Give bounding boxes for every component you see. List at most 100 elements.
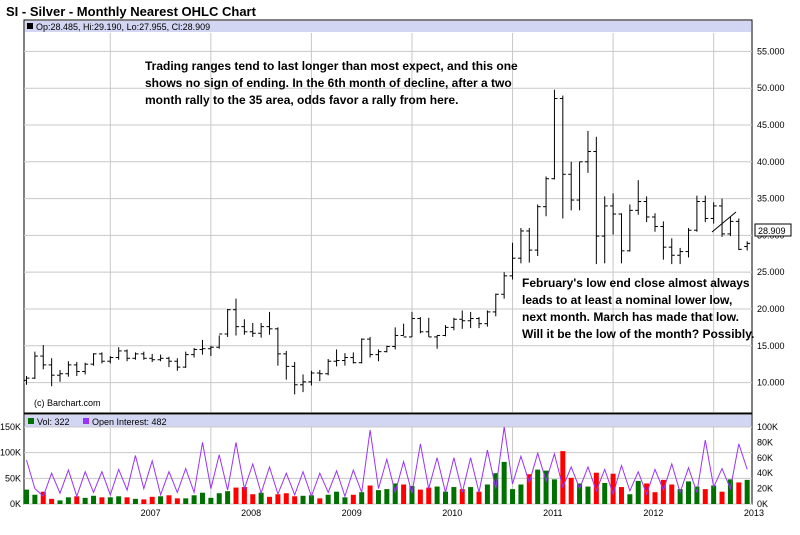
price-gridlines xyxy=(24,33,752,412)
price-tick-label: 20.000 xyxy=(757,304,785,314)
ohlc-bar xyxy=(241,319,248,335)
volume-bar xyxy=(158,496,164,504)
ohlc-bar xyxy=(258,322,265,338)
annotation-top-line: shows no sign of ending. In the 6th mont… xyxy=(145,76,512,90)
ohlc-bar xyxy=(702,195,709,223)
ohlc-bar xyxy=(140,351,147,360)
ohlc-bar xyxy=(576,161,583,211)
volume-bar xyxy=(267,496,273,504)
volume-bar xyxy=(677,489,683,504)
volume-bar xyxy=(551,479,557,504)
ohlc-bar xyxy=(534,204,541,256)
volume-bar xyxy=(124,497,130,504)
annotation-right-line: leads to at least a nominal lower low, xyxy=(522,293,733,307)
volume-bar xyxy=(216,493,222,504)
volume-bar xyxy=(57,500,63,504)
volume-bar xyxy=(652,492,658,504)
ohlc-bar xyxy=(199,339,206,355)
price-tick-label: 10.000 xyxy=(757,378,785,388)
ohlc-bar xyxy=(82,362,89,375)
ohlc-bar xyxy=(459,310,466,329)
volume-bar xyxy=(300,495,306,504)
ohlc-bar xyxy=(425,317,432,338)
volume-bar xyxy=(568,477,574,504)
volume-bar xyxy=(736,482,742,504)
volume-bar xyxy=(426,487,432,504)
ohlc-bar xyxy=(668,238,675,265)
ohlc-bar xyxy=(484,310,491,327)
price-tick-label: 45.000 xyxy=(757,120,785,130)
ohlc-bar xyxy=(610,193,617,235)
volume-bar xyxy=(510,489,516,504)
ohlc-bar xyxy=(300,374,307,393)
price-tick-label: 40.000 xyxy=(757,157,785,167)
ohlc-bar xyxy=(526,228,533,263)
volume-bar xyxy=(359,492,365,504)
volume-bar xyxy=(660,479,666,504)
ohlc-bar xyxy=(584,130,591,173)
volume-bar xyxy=(610,473,616,504)
volume-bar xyxy=(107,497,113,504)
price-panel-frame xyxy=(23,19,753,414)
ohlc-bar xyxy=(191,347,198,358)
volume-right-tick-label: 40K xyxy=(757,468,773,478)
volume-bar xyxy=(225,491,231,504)
volume-bar xyxy=(543,470,549,504)
volume-bar xyxy=(350,494,356,504)
ohlc-bar xyxy=(559,95,566,219)
volume-bar xyxy=(208,497,214,504)
ohlc-bar xyxy=(341,353,348,366)
volume-bar xyxy=(292,496,298,504)
volume-bar xyxy=(585,486,591,504)
vol-legend-text: Vol: 322 xyxy=(37,417,70,427)
oi-legend-swatch xyxy=(83,418,89,424)
last-price-label: 28.909 xyxy=(758,226,786,236)
ohlc-bar xyxy=(568,161,575,211)
ohlc-bar xyxy=(350,352,357,364)
x-tick-label: 2012 xyxy=(643,508,663,518)
volume-right-tick-label: 0K xyxy=(757,499,768,509)
volume-bar xyxy=(166,495,172,504)
volume-left-tick-label: 150K xyxy=(0,422,21,432)
volume-bar xyxy=(711,485,717,504)
ohlc-bar xyxy=(719,198,726,237)
volume-bar xyxy=(342,497,348,504)
volume-bar xyxy=(367,485,373,504)
ohlc-bar xyxy=(467,311,474,329)
ohlc-bar xyxy=(551,89,558,180)
ohlc-bar xyxy=(333,349,340,367)
x-axis: 2007 2008 2009 2010 2011 2012 2013 xyxy=(141,508,764,518)
ohlc-bar xyxy=(693,195,700,232)
x-tick-label: 2013 xyxy=(744,508,764,518)
volume-bar xyxy=(694,486,700,504)
ohlc-bar xyxy=(132,352,139,360)
volume-bar xyxy=(501,461,507,504)
price-panel-header xyxy=(25,21,751,32)
volume-bar xyxy=(141,499,147,504)
volume-bar xyxy=(49,498,55,504)
volume-bar xyxy=(484,484,490,504)
volume-bar xyxy=(409,486,415,504)
ohlc-bar xyxy=(400,323,407,338)
volume-bar xyxy=(241,487,247,504)
price-tick-label: 50.000 xyxy=(757,83,785,93)
ohlc-bar xyxy=(375,349,382,362)
volume-bar xyxy=(250,494,256,504)
ohlc-bar xyxy=(417,317,424,334)
volume-bar xyxy=(560,451,566,504)
volume-bar xyxy=(334,491,340,504)
ohlc-bar xyxy=(509,242,516,280)
annotation-right-line: next month. March has made that low. xyxy=(522,310,739,324)
ohlc-bar xyxy=(182,351,189,368)
ohlc-bar xyxy=(501,272,508,299)
annotation-top-line: month rally to the 35 area, odds favor a… xyxy=(145,93,459,107)
ohlc-bar xyxy=(626,204,633,252)
ohlc-bar xyxy=(492,293,499,317)
volume-right-tick-label: 20K xyxy=(757,484,773,494)
volume-bar xyxy=(275,494,281,504)
volume-bar xyxy=(283,493,289,504)
ohlc-bar xyxy=(543,176,550,217)
ohlc-bar xyxy=(98,352,105,364)
ohlc-bar xyxy=(517,228,524,264)
